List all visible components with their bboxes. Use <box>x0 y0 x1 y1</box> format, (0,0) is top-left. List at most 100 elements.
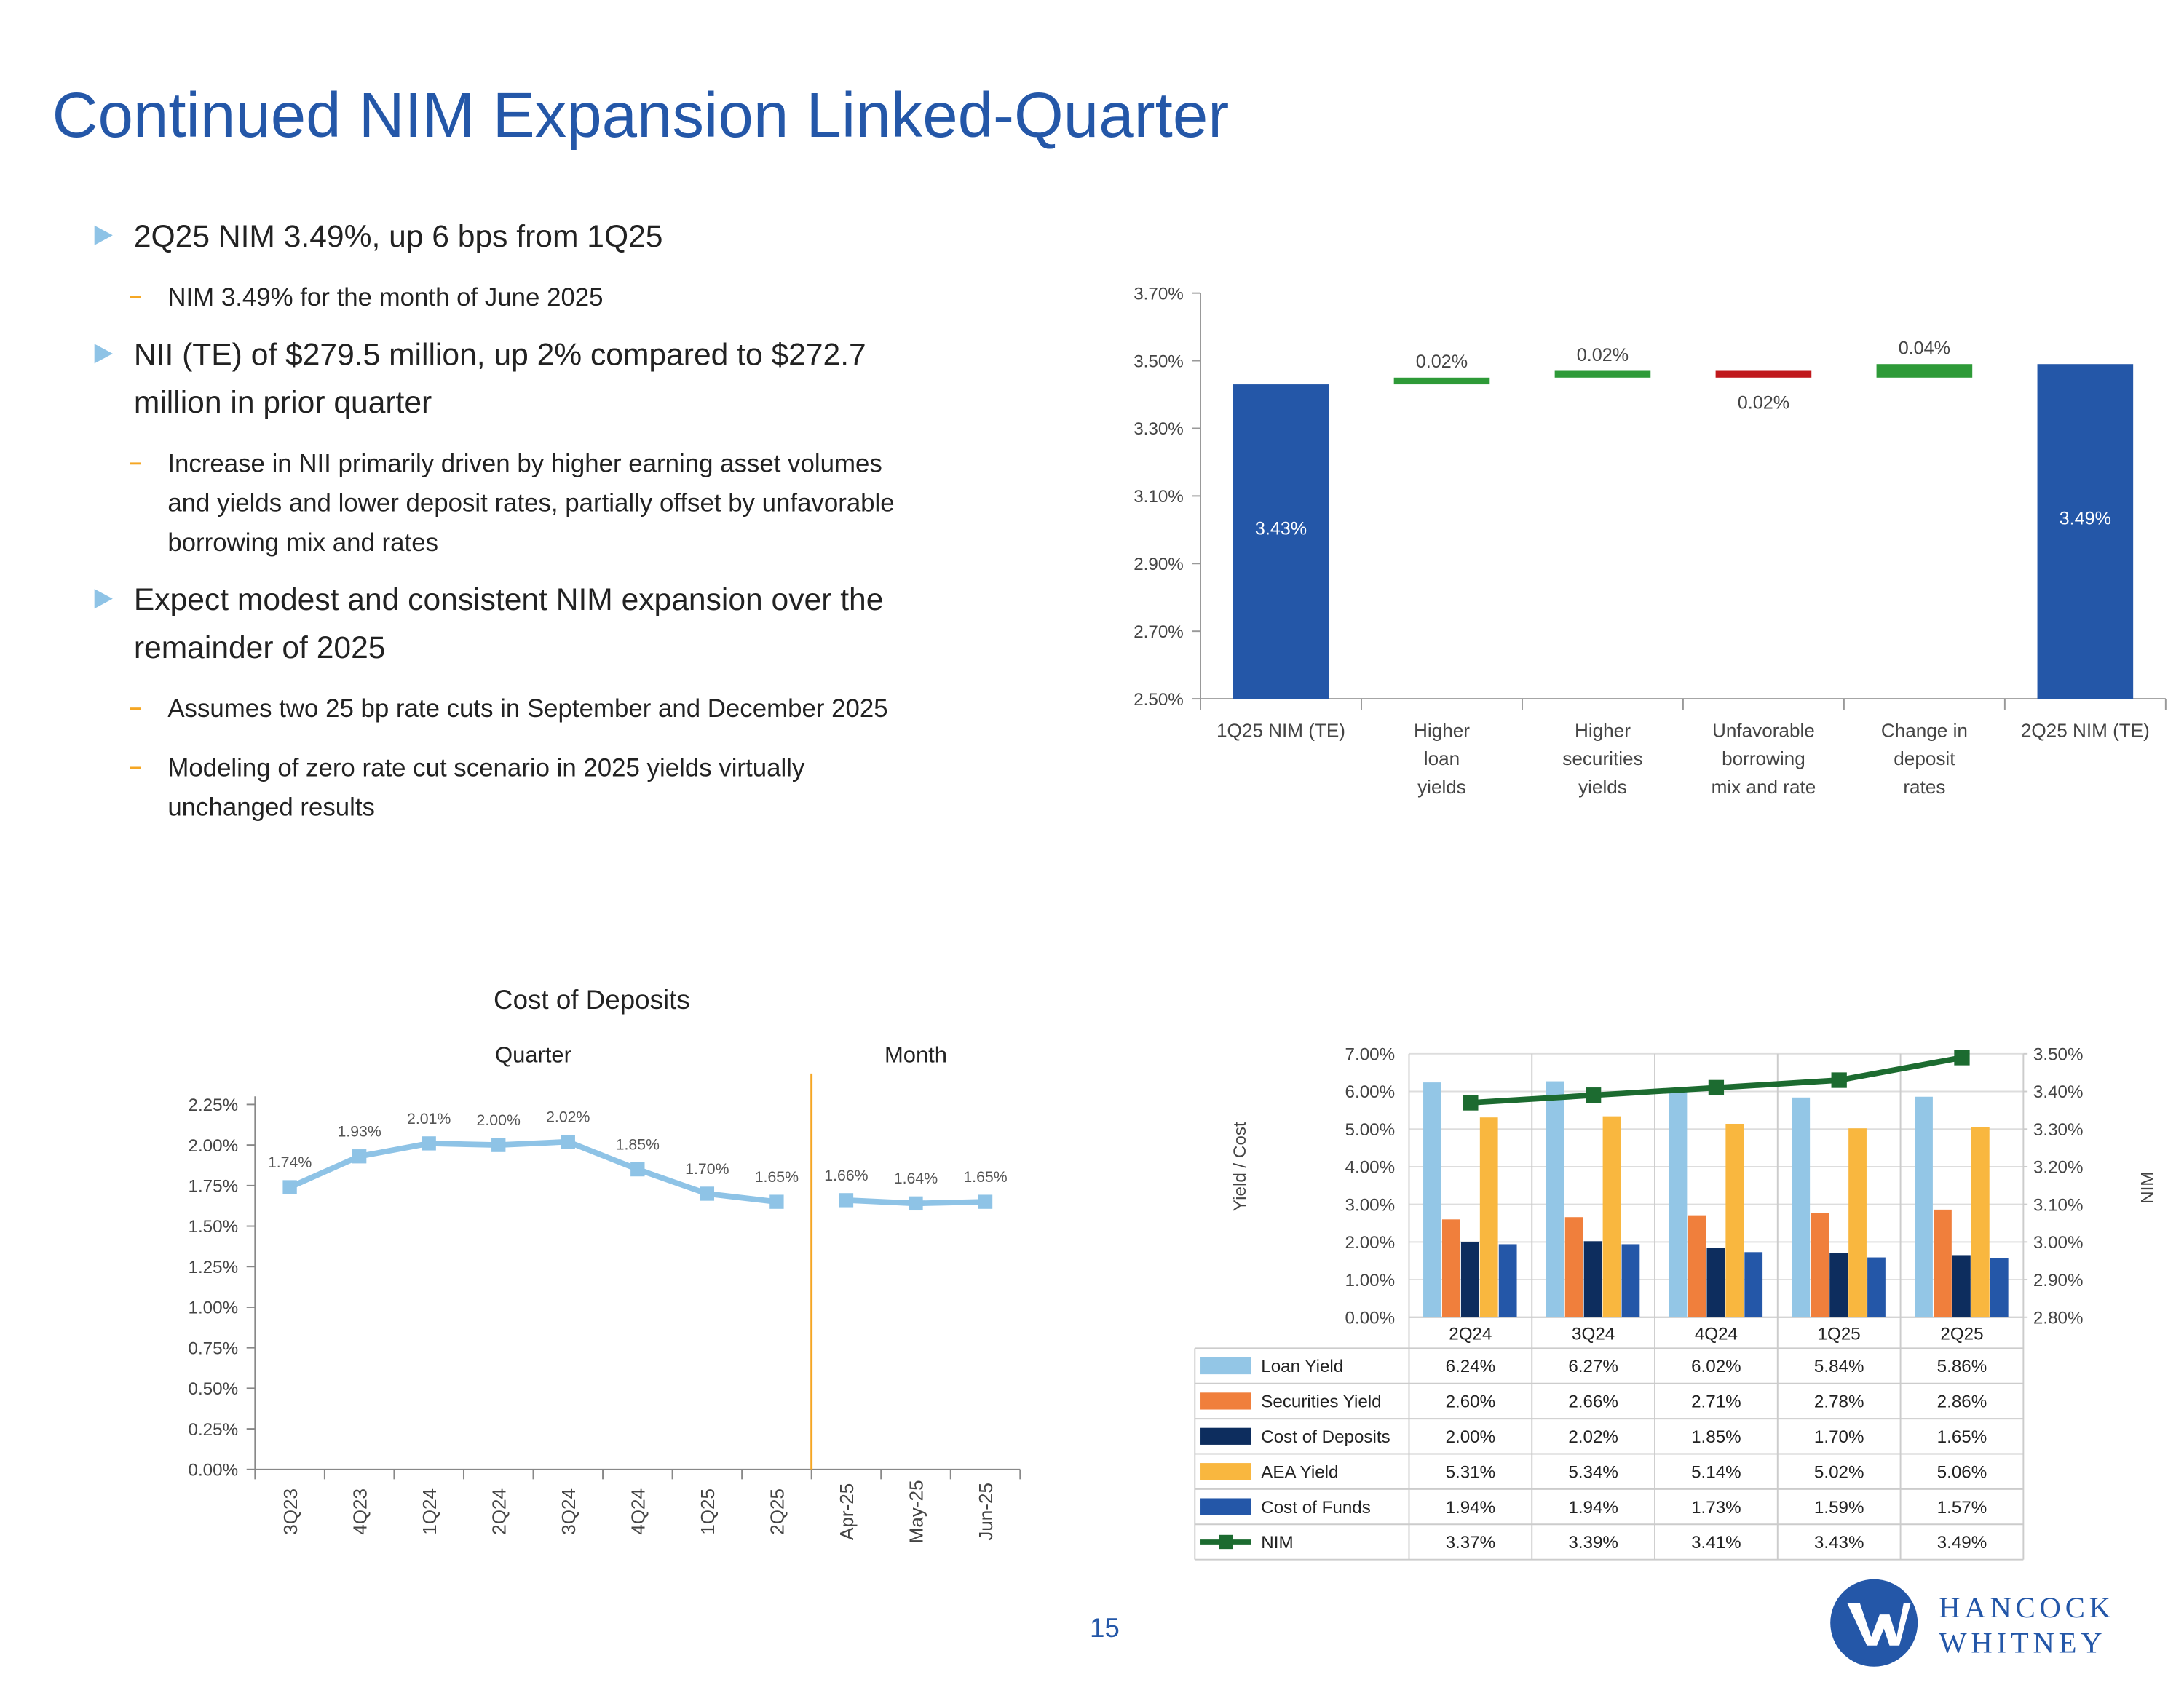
legend-swatch <box>1200 1498 1251 1515</box>
table-cell: 5.86% <box>1937 1357 1987 1376</box>
legend-label: Cost of Funds <box>1261 1498 1371 1518</box>
x-tick-label: Higher securities yields <box>1562 719 1642 797</box>
table-cell: 2.00% <box>1446 1427 1496 1447</box>
value-label: 1.65% <box>755 1168 799 1186</box>
table-cell: 3.49% <box>1937 1533 1987 1553</box>
table-cell: 1.65% <box>1937 1427 1987 1447</box>
bar <box>1441 1219 1460 1317</box>
logo-text: WHITNEY <box>1939 1626 2106 1659</box>
bar <box>1233 384 1329 699</box>
bar <box>1423 1082 1441 1317</box>
bar <box>1688 1215 1706 1317</box>
bar <box>1393 377 1490 385</box>
table-cell: 1.59% <box>1814 1498 1864 1518</box>
x-tick-label: 2Q24 <box>1449 1325 1492 1344</box>
bar <box>1725 1123 1744 1317</box>
bar <box>1915 1096 1933 1317</box>
x-tick-label: 2Q25 <box>767 1488 788 1535</box>
bar <box>1792 1097 1811 1317</box>
value-label: 2.02% <box>546 1109 590 1126</box>
table-cell: 1.70% <box>1814 1427 1864 1447</box>
bar <box>1867 1257 1886 1317</box>
legend-swatch <box>1200 1427 1251 1445</box>
x-tick-label: 3Q24 <box>558 1488 579 1535</box>
y-tick-label: 1.00% <box>1345 1271 1396 1290</box>
marker <box>1831 1072 1847 1088</box>
y2-axis-label: NIM <box>2137 1172 2157 1204</box>
x-tick-label: 4Q24 <box>627 1488 649 1535</box>
sub-bullet-text: Increase in NII primarily driven by high… <box>167 449 894 556</box>
bar <box>1934 1209 1952 1317</box>
y-tick-label: 5.00% <box>1345 1120 1396 1140</box>
bar <box>1621 1244 1640 1317</box>
value-label: 3.49% <box>2060 508 2111 528</box>
marker <box>1463 1095 1479 1111</box>
y-tick-label: 1.00% <box>189 1299 239 1318</box>
value-label: 0.02% <box>1416 352 1468 372</box>
value-label: 1.85% <box>616 1135 660 1153</box>
x-tick-label: 2Q25 NIM (TE) <box>2021 719 2150 741</box>
y2-tick-label: 2.80% <box>2033 1308 2084 1328</box>
bar <box>1829 1253 1848 1317</box>
slide-title: Continued NIM Expansion Linked-Quarter <box>52 80 1230 151</box>
x-tick-label: 1Q25 <box>697 1488 719 1535</box>
y-tick-label: 1.25% <box>189 1258 239 1277</box>
logo-glyph <box>1847 1603 1911 1646</box>
bar <box>1971 1127 1990 1317</box>
table-cell: 1.85% <box>1691 1427 1741 1447</box>
y-tick-label: 3.30% <box>1133 419 1184 439</box>
logo-text: HANCOCK <box>1939 1591 2115 1624</box>
bar <box>2037 364 2134 699</box>
x-tick-label: 3Q23 <box>280 1488 301 1535</box>
table-cell: 5.14% <box>1691 1462 1741 1482</box>
bar <box>1876 364 1973 378</box>
sub-bullet-text: Assumes two 25 bp rate cuts in September… <box>167 694 887 723</box>
y-tick-label: 2.90% <box>1133 555 1184 574</box>
line <box>288 1138 778 1205</box>
y-tick-label: 0.50% <box>189 1379 239 1399</box>
table-cell: 5.34% <box>1568 1462 1618 1482</box>
group-label: Quarter <box>495 1042 571 1067</box>
y-tick-label: 0.00% <box>1345 1308 1396 1328</box>
y-tick-label: 3.00% <box>1345 1195 1396 1215</box>
y-tick-label: 1.75% <box>189 1177 239 1197</box>
table-cell: 3.41% <box>1691 1533 1741 1553</box>
table-cell: 6.27% <box>1568 1357 1618 1376</box>
y-tick-label: 2.00% <box>1345 1233 1396 1253</box>
marker <box>1586 1087 1602 1103</box>
table-cell: 2.02% <box>1568 1427 1618 1447</box>
y-tick-label: 7.00% <box>1345 1045 1396 1065</box>
y-tick-label: 3.70% <box>1133 284 1184 304</box>
table-cell: 2.66% <box>1568 1392 1618 1412</box>
y-tick-label: 3.10% <box>1133 487 1184 507</box>
x-tick-label: 1Q25 <box>1818 1325 1861 1344</box>
bar <box>1554 370 1651 378</box>
marker <box>561 1134 575 1149</box>
table-cell: 6.02% <box>1691 1357 1741 1376</box>
value-label: 0.04% <box>1899 338 1950 359</box>
bar <box>1706 1248 1725 1317</box>
y-tick-label: 2.00% <box>189 1136 239 1156</box>
bar <box>1498 1244 1517 1317</box>
x-tick-label: Apr-25 <box>836 1483 858 1540</box>
sub-bullet-text: Modeling of zero rate cut scenario in 20… <box>167 754 805 822</box>
bar <box>1669 1090 1688 1317</box>
y-tick-label: 3.50% <box>1133 352 1184 371</box>
marker <box>1954 1050 1970 1066</box>
bar <box>1564 1217 1583 1317</box>
y2-tick-label: 3.10% <box>2033 1195 2084 1215</box>
legend-swatch <box>1200 1357 1251 1375</box>
bullet-marker <box>94 344 113 364</box>
x-tick-label: 3Q24 <box>1572 1325 1615 1344</box>
x-tick-label: Change in deposit rates <box>1881 719 1968 797</box>
table-cell: 1.73% <box>1691 1498 1741 1518</box>
y2-tick-label: 2.90% <box>2033 1271 2084 1290</box>
value-label: 2.01% <box>407 1110 451 1127</box>
y-tick-label: 2.70% <box>1133 622 1184 642</box>
value-label: 2.00% <box>477 1111 521 1129</box>
bar <box>1990 1258 2009 1317</box>
legend-label: Securities Yield <box>1261 1392 1381 1412</box>
x-tick-label: 4Q23 <box>349 1488 371 1535</box>
table-cell: 1.57% <box>1937 1498 1987 1518</box>
